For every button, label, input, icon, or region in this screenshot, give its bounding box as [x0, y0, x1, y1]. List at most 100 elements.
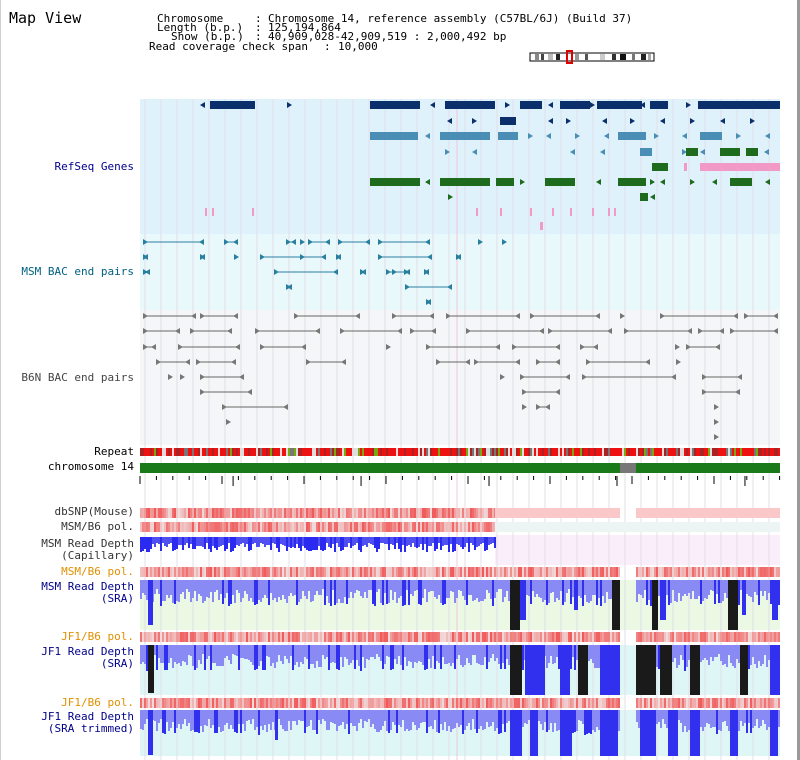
jf1-trim-depth-bar: [592, 710, 594, 730]
jf1-pol-cell: [446, 698, 448, 708]
capillary-depth-bar: [194, 537, 196, 549]
msm-pol-cell: [380, 522, 382, 532]
bac-end-marker: [671, 374, 676, 380]
jf1-pol-cell: [726, 632, 728, 642]
msm-pol-cell: [530, 567, 532, 577]
chromosome-band: [641, 54, 646, 60]
jf1-pol-cell: [736, 698, 738, 708]
repeat-element: [540, 448, 542, 456]
msm-sra-depth-bar: [270, 580, 272, 593]
msm-pol-cell: [456, 522, 458, 532]
gene-strand-arrow: [765, 133, 770, 139]
jf1-pol-cell: [706, 698, 708, 708]
jf1-pol-cell: [424, 632, 426, 642]
jf1-pol-cell: [592, 632, 594, 642]
jf1-pol-cell: [474, 632, 476, 642]
repeat-element: [622, 448, 624, 456]
msm-sra-depth-bar: [234, 580, 236, 603]
jf1-pol-cell: [228, 632, 230, 642]
jf1-pol-cell: [514, 698, 516, 708]
jf1-pol-cell: [742, 698, 744, 708]
jf1-sra-depth-bar: [704, 645, 706, 658]
msm-sra-depth-bar: [680, 580, 682, 601]
dbsnp-cell: [476, 508, 478, 518]
jf1-pol-cell: [422, 632, 424, 642]
msm-pol-cell: [300, 567, 302, 577]
track-label-msm-bac[interactable]: MSM BAC end pairs: [21, 265, 134, 278]
msm-sra-depth-bar: [248, 580, 250, 601]
repeat-element: [508, 448, 510, 456]
jf1-trim-depth-bar: [296, 710, 298, 725]
repeat-element: [320, 448, 322, 456]
bac-end-marker: [522, 389, 527, 395]
jf1-pol-cell: [588, 698, 590, 708]
msm-sra-depth-bar: [416, 580, 418, 590]
repeat-element: [342, 448, 344, 456]
dbsnp-cell: [216, 508, 218, 518]
repeat-element: [402, 448, 404, 456]
scrollbar[interactable]: [797, 0, 800, 760]
capillary-depth-bar: [214, 537, 216, 548]
repeat-element: [352, 448, 354, 456]
jf1-trim-depth-bar: [158, 710, 160, 723]
msm-pol-cell: [764, 567, 766, 577]
repeat-element: [206, 448, 208, 456]
jf1-pol-cell: [640, 632, 642, 642]
jf1-trim-depth-bar: [522, 710, 524, 727]
bac-end-marker: [392, 313, 397, 319]
jf1-pol-cell: [722, 698, 724, 708]
msm-sra-depth-bar: [164, 580, 166, 601]
msm-sra-depth-bar: [324, 580, 326, 605]
track-label-refseq[interactable]: RefSeq Genes: [54, 160, 134, 173]
msm-sra-depth-bar: [280, 580, 282, 600]
jf1-sra-depth-bar: [218, 645, 220, 666]
track-label-b6n-bac[interactable]: B6N BAC end pairs: [21, 371, 134, 384]
msm-pol-cell: [322, 522, 324, 532]
dbsnp-cell: [188, 508, 190, 518]
capillary-depth-bar: [156, 537, 158, 543]
jf1-trim-depth-bar: [640, 710, 656, 756]
jf1-trim-depth-bar: [368, 710, 370, 719]
repeat-element: [492, 448, 494, 456]
jf1-sra-depth-bar: [294, 645, 296, 665]
jf1-trim-depth-bar: [596, 710, 598, 727]
jf1-pol-cell: [280, 698, 282, 708]
jf1-trim-depth-bar: [680, 710, 682, 723]
msm-sra-depth-bar: [396, 580, 398, 603]
msm-pol-cell: [338, 567, 340, 577]
msm-sra-depth-bar: [420, 580, 422, 605]
dbsnp-cell: [166, 508, 168, 518]
jf1-pol-cell: [616, 698, 618, 708]
page-title: Map View: [9, 9, 82, 27]
msm-pol-cell: [218, 567, 220, 577]
repeat-element: [630, 448, 632, 456]
jf1-pol-cell: [252, 632, 254, 642]
jf1-pol-cell: [536, 632, 538, 642]
msm-pol-cell: [732, 567, 734, 577]
jf1-pol-cell: [532, 698, 534, 708]
jf1-pol-cell: [512, 632, 514, 642]
dbsnp-cell: [316, 508, 318, 518]
jf1-trim-depth-bar: [450, 710, 452, 732]
msm-pol-cell: [220, 522, 222, 532]
jf1-pol-cell: [636, 698, 638, 708]
jf1-sra-depth-bar: [658, 645, 660, 669]
msm-pol-cell: [368, 522, 370, 532]
msm-pol-cell: [432, 522, 434, 532]
repeat-element: [140, 448, 142, 456]
msm-pol-cell: [474, 567, 476, 577]
msm-sra-depth-bar: [544, 580, 546, 600]
jf1-sra-depth-bar: [324, 645, 326, 659]
repeat-element: [210, 448, 212, 456]
jf1-pol-cell: [614, 698, 616, 708]
jf1-pol-cell: [678, 632, 680, 642]
jf1-pol-cell: [432, 632, 434, 642]
dbsnp-cell: [392, 508, 394, 518]
msm-sra-depth-bar: [590, 580, 592, 601]
track-label-jf1-depth-sra: JF1 Read Depth: [41, 645, 134, 658]
jf1-sra-depth-bar: [494, 645, 496, 661]
jf1-sra-depth-bar: [458, 645, 460, 655]
jf1-pol-cell: [244, 632, 246, 642]
repeat-element: [182, 448, 184, 456]
